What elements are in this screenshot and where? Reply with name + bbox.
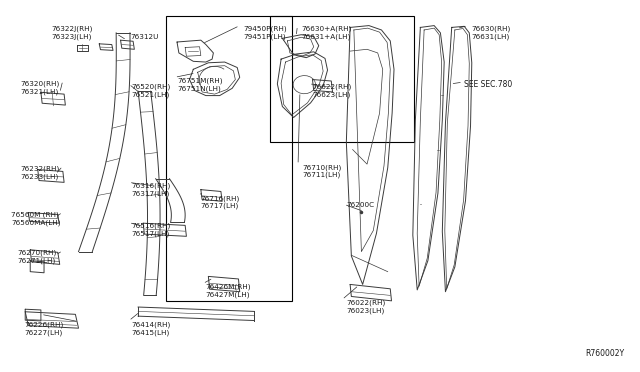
- Text: 76630+A(RH)
76631+A(LH): 76630+A(RH) 76631+A(LH): [301, 26, 351, 40]
- Text: 76316(RH)
76317(LH): 76316(RH) 76317(LH): [132, 182, 171, 197]
- Text: 76200C: 76200C: [346, 202, 374, 208]
- Text: 76716(RH)
76717(LH): 76716(RH) 76717(LH): [201, 195, 240, 209]
- Text: 76322J(RH)
76323J(LH): 76322J(RH) 76323J(LH): [52, 26, 93, 40]
- Text: 76414(RH)
76415(LH): 76414(RH) 76415(LH): [132, 322, 171, 336]
- Text: 76622(RH)
76623(LH): 76622(RH) 76623(LH): [312, 84, 352, 98]
- Text: 76270(RH)
76271(LH): 76270(RH) 76271(LH): [18, 250, 57, 264]
- Text: 76320(RH)
76321(LH): 76320(RH) 76321(LH): [20, 80, 60, 94]
- Text: 76226(RH)
76227(LH): 76226(RH) 76227(LH): [24, 322, 63, 336]
- Text: 76232(RH)
76233(LH): 76232(RH) 76233(LH): [20, 166, 60, 180]
- Text: 76520(RH)
76521(LH): 76520(RH) 76521(LH): [132, 84, 171, 98]
- Text: 79450P(RH)
79451P(LH): 79450P(RH) 79451P(LH): [243, 26, 287, 40]
- Text: 76312U: 76312U: [131, 33, 159, 39]
- Text: 76022(RH)
76023(LH): 76022(RH) 76023(LH): [346, 300, 385, 314]
- Text: R760002Y: R760002Y: [585, 349, 624, 358]
- Text: 76630(RH)
76631(LH): 76630(RH) 76631(LH): [472, 26, 511, 40]
- Bar: [270, 16, 414, 142]
- Text: 76426M(RH)
76427M(LH): 76426M(RH) 76427M(LH): [206, 284, 252, 298]
- Text: SEE SEC.780: SEE SEC.780: [464, 80, 513, 89]
- Text: 76710(RH)
76711(LH): 76710(RH) 76711(LH): [303, 164, 342, 179]
- Bar: [166, 16, 292, 301]
- Text: 76751M(RH)
76751N(LH): 76751M(RH) 76751N(LH): [177, 77, 223, 92]
- Text: 76560M (RH)
76560MA(LH): 76560M (RH) 76560MA(LH): [12, 212, 61, 226]
- Text: 76516(RH)
76517(LH): 76516(RH) 76517(LH): [132, 222, 171, 237]
